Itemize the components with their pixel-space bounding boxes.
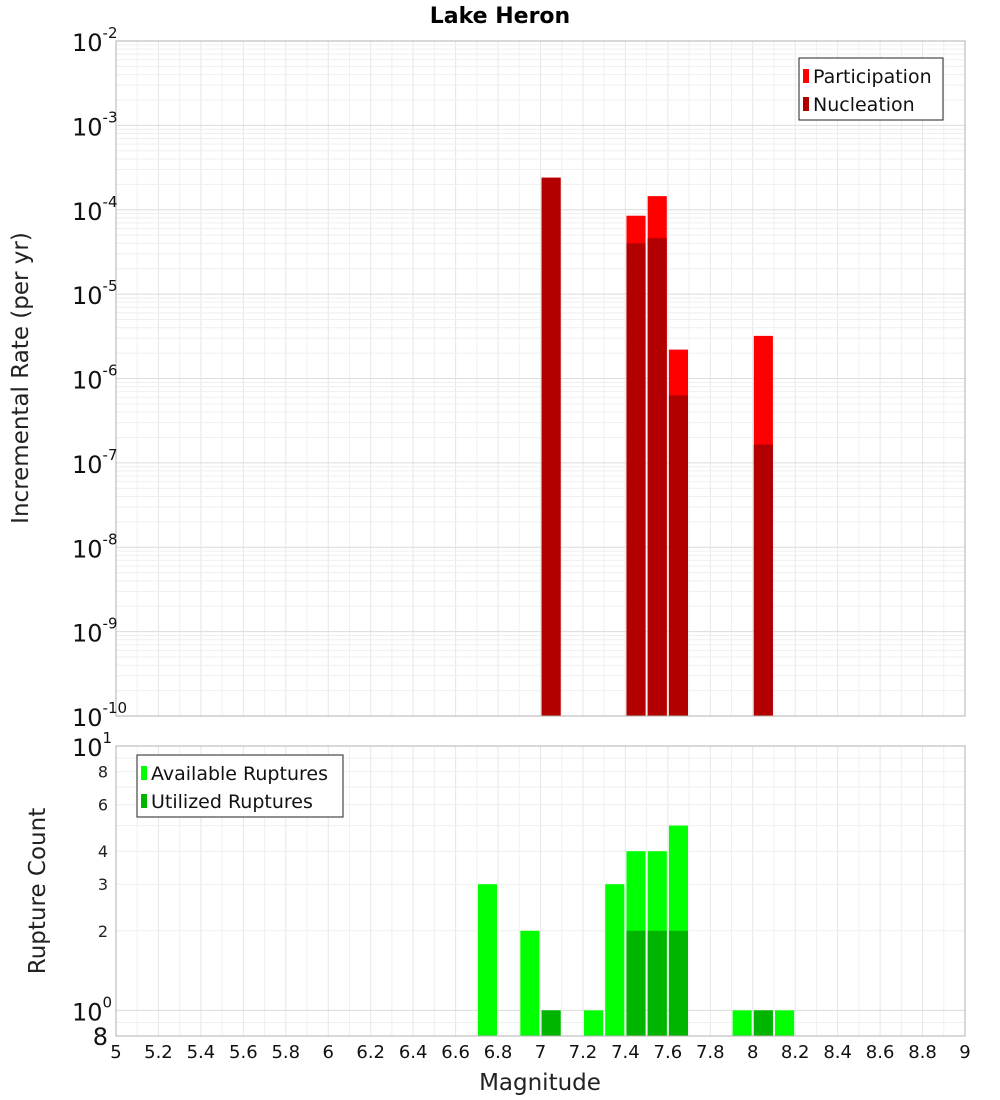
x-tick-label: 6.2 [356,1042,385,1063]
x-tick-label: 6 [323,1042,334,1063]
y-minor-tick-label: 8 [98,763,108,782]
legend-swatch-nucleation [803,97,809,111]
top-y-tick-labels: 10-10 10-9 10-8 10-7 10-6 10-5 10-4 10-3 10-2 [72,24,127,732]
y-minor-tick-label: 4 [98,842,108,861]
legend-box [136,754,344,818]
y-tick-label: 10-2 [72,24,118,57]
bar-nucleation [626,243,646,717]
x-tick-label: 7.6 [654,1042,683,1063]
bottom-legend: Available Ruptures Utilized Ruptures [136,754,344,818]
legend-box [798,57,944,121]
x-tick-label: 6.8 [484,1042,513,1063]
x-tick-label: 8 [747,1042,758,1063]
legend-label-available-ruptures: Available Ruptures [151,763,328,785]
x-tick-label: 6.4 [399,1042,428,1063]
top-legend: Participation Nucleation [798,57,944,121]
bar-available-ruptures [732,1010,752,1036]
y-tick-label: 10-7 [72,446,118,479]
bar-utilized-ruptures [753,1010,773,1036]
y-tick-label: 10-3 [72,108,118,141]
x-tick-label: 5.2 [144,1042,173,1063]
y-minor-tick-label: 2 [98,922,108,941]
bar-available-ruptures [605,884,625,1036]
chart-title: Lake Heron [430,4,570,29]
bar-available-ruptures [584,1010,604,1036]
bar-nucleation [753,444,773,716]
legend-label-nucleation: Nucleation [813,94,915,116]
bar-available-ruptures [775,1010,795,1036]
y-tick-label: 10-10 [72,699,127,732]
bar-available-ruptures [520,930,540,1036]
top-plot-grid [115,40,966,717]
y-tick-label: 101 [72,729,112,762]
y-tick-label: 10-8 [72,530,118,563]
legend-swatch-available-ruptures [141,766,147,780]
x-tick-label: 7.2 [569,1042,598,1063]
x-tick-label: 8.6 [866,1042,895,1063]
top-plot-bars [541,177,773,717]
y-tick-label: 100 [72,993,112,1026]
x-tick-label: 7.4 [611,1042,640,1063]
x-tick-label: 8.4 [823,1042,852,1063]
bottom-y-axis-label: Rupture Count [25,808,51,974]
x-tick-label: 8.8 [908,1042,937,1063]
top-y-axis-label: Incremental Rate (per yr) [8,232,34,524]
bar-nucleation [668,395,689,716]
bar-nucleation [647,238,667,716]
y-minor-tick-label: 8 [93,1023,108,1051]
y-tick-label: 10-6 [72,362,118,395]
legend-label-utilized-ruptures: Utilized Ruptures [151,791,313,813]
x-tick-label: 6.6 [441,1042,470,1063]
y-minor-tick-label: 6 [98,796,108,815]
y-tick-label: 10-9 [72,615,118,648]
x-tick-label: 9 [959,1042,970,1063]
bar-available-ruptures [477,884,497,1036]
bar-nucleation [541,177,561,716]
bottom-plot-bars [477,825,795,1036]
legend-swatch-utilized-ruptures [141,794,147,808]
x-axis-label: Magnitude [479,1070,601,1096]
y-tick-label: 10-4 [72,193,118,226]
bar-utilized-ruptures [541,1010,561,1036]
top-plot-border [115,40,966,717]
bar-utilized-ruptures [668,930,689,1036]
x-tick-label: 5.4 [187,1042,216,1063]
x-tick-label: 7 [535,1042,546,1063]
x-tick-label: 7.8 [696,1042,725,1063]
legend-label-participation: Participation [813,66,932,88]
x-tick-label: 5.8 [271,1042,300,1063]
incremental-rate-panel: 10-10 10-9 10-8 10-7 10-6 10-5 10-4 10-3 10-2 In… [8,24,966,732]
bar-utilized-ruptures [626,930,646,1036]
x-tick-label: 5.6 [229,1042,258,1063]
x-tick-label: 8.2 [781,1042,810,1063]
y-minor-tick-label: 3 [98,875,108,894]
legend-swatch-participation [803,69,809,83]
x-tick-label: 5 [110,1042,121,1063]
y-tick-label: 10-5 [72,277,118,310]
bottom-plot-border [115,745,966,1037]
bar-utilized-ruptures [647,930,667,1036]
x-tick-labels: 5 5.2 5.4 5.6 5.8 6 6.2 6.4 6.6 6.8 7 7.2 7.4 7.6 7.8 8… [110,1042,970,1063]
